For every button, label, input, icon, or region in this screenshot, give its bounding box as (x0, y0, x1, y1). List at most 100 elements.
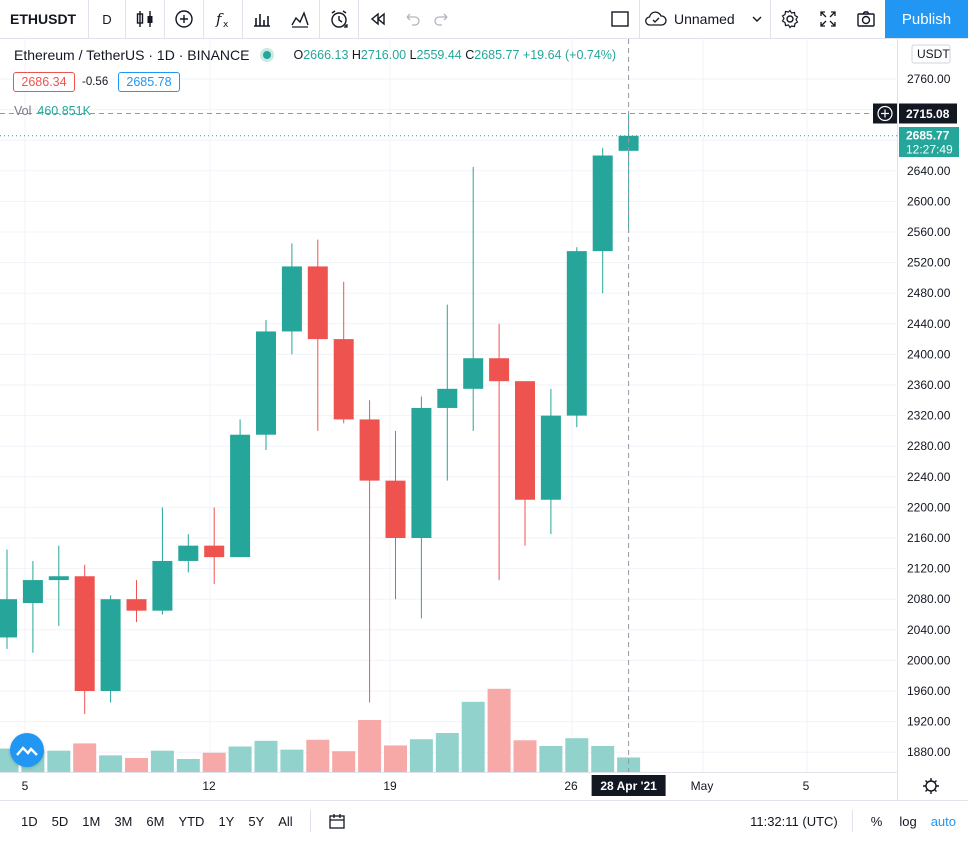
sell-price-box[interactable]: 2686.34 (13, 72, 75, 92)
price-tick-label: 2320.00 (907, 409, 951, 423)
candle-body (385, 480, 406, 538)
range-button-6m[interactable]: 6M (146, 813, 165, 829)
volume-bar (565, 738, 589, 772)
symbol-search-button[interactable]: ETHUSDT (10, 11, 77, 27)
svg-text:f: f (215, 10, 224, 28)
candles-icon[interactable] (126, 0, 164, 38)
financials-icon[interactable] (243, 0, 281, 38)
currency-label: USDT (917, 47, 950, 61)
range-button-5y[interactable]: 5Y (248, 813, 265, 829)
candle-body (22, 580, 43, 604)
alert-clock-icon[interactable] (320, 0, 358, 38)
log-scale-toggle[interactable]: log (899, 813, 917, 829)
market-status-dot (263, 51, 272, 59)
range-button-all[interactable]: All (278, 813, 293, 829)
candle-body (204, 545, 225, 558)
open-label: O (293, 48, 304, 62)
toolbar-divider (639, 0, 640, 38)
price-tick-label: 2000.00 (907, 653, 951, 667)
cloud-icon (645, 11, 667, 26)
tradingview-logo-icon[interactable] (10, 733, 44, 767)
time-tick-label: May (691, 779, 714, 793)
candle-body (463, 358, 484, 389)
price-tick-label: 2760.00 (907, 72, 951, 86)
volume-value: 460.851K (37, 104, 91, 118)
fullscreen-icon[interactable] (809, 0, 847, 38)
candle-body (618, 135, 639, 151)
price-chart[interactable]: 2760.002720.002680.002640.002600.002560.… (0, 0, 968, 800)
candle-body (515, 381, 535, 500)
toolbar-divider (319, 0, 320, 38)
range-button-3m[interactable]: 3M (114, 813, 133, 829)
close-label: C (465, 48, 475, 62)
volume-bar (99, 755, 123, 772)
time-tick-label: 12 (202, 779, 216, 793)
candle-body (48, 576, 69, 581)
time-tick-label: 5 (803, 779, 810, 793)
legend-title[interactable]: Ethereum / TetherUS · 1D · BINANCE (14, 47, 250, 63)
toolbar-divider (309, 810, 311, 832)
layout-select-icon[interactable] (601, 0, 639, 38)
volume-bar (228, 746, 252, 772)
chevron-down-icon (752, 16, 762, 22)
price-tick-label: 2160.00 (907, 531, 951, 545)
toolbar-divider (851, 810, 853, 832)
price-tick-label: 1920.00 (907, 715, 951, 729)
price-tick-label: 1880.00 (907, 745, 951, 759)
replay-icon[interactable] (359, 0, 397, 38)
price-tick-label: 2520.00 (907, 256, 951, 270)
range-button-ytd[interactable]: YTD (178, 813, 205, 829)
change-value: +19.64 (+0.74%) (522, 48, 617, 62)
chart-settings-gear-icon[interactable] (923, 778, 939, 794)
price-tick-label: 2240.00 (907, 470, 951, 484)
candle-body (333, 339, 354, 420)
range-button-1y[interactable]: 1Y (218, 813, 235, 829)
auto-scale-toggle[interactable]: auto (930, 813, 956, 829)
bottom-toolbar: 1D 5D 1M 3M 6M YTD 1Y 5Y All 11:32:11 (UTC) % lo… (0, 800, 968, 841)
go-to-date-icon[interactable] (321, 801, 353, 841)
percent-scale-toggle[interactable]: % (870, 813, 883, 829)
price-tick-label: 2600.00 (907, 194, 951, 208)
redo-icon[interactable] (427, 0, 457, 38)
clock-timezone[interactable]: 11:32:11 (UTC) (750, 813, 838, 829)
candle-body (0, 599, 17, 638)
low-value: 2559.44 (416, 48, 462, 62)
layout-name-button[interactable]: Unnamed (640, 0, 770, 38)
high-value: 2716.00 (360, 48, 407, 62)
add-compare-icon[interactable] (165, 0, 203, 38)
camera-icon[interactable] (847, 0, 885, 38)
toolbar-divider (88, 0, 89, 38)
candle-body (281, 266, 302, 332)
range-button-1d[interactable]: 1D (21, 813, 38, 829)
volume-bar (435, 733, 459, 772)
candle-body (592, 155, 613, 252)
toolbar-divider (164, 0, 165, 38)
toolbar-divider (242, 0, 243, 38)
candle-body (359, 419, 380, 481)
toolbar-divider (203, 0, 204, 38)
volume-bar (73, 743, 97, 772)
range-button-1m[interactable]: 1M (82, 813, 101, 829)
interval-button[interactable]: D (102, 11, 112, 27)
close-value: 2685.77 (474, 48, 520, 62)
layout-name-label: Unnamed (674, 11, 735, 27)
volume-bar (591, 746, 615, 772)
low-label: L (409, 48, 417, 62)
volume-bar (254, 740, 278, 772)
templates-icon[interactable] (281, 0, 319, 38)
volume-bar (539, 746, 563, 772)
gear-icon[interactable] (771, 0, 809, 38)
range-button-5d[interactable]: 5D (51, 813, 69, 829)
plus-icon (877, 105, 893, 122)
volume-bar (47, 750, 71, 772)
undo-icon[interactable] (397, 0, 427, 38)
candle-body (540, 415, 561, 500)
price-tick-label: 2280.00 (907, 439, 951, 453)
volume-bar (617, 757, 641, 772)
volume-bar (176, 759, 200, 772)
candle-body (152, 560, 173, 611)
buy-price-box[interactable]: 2685.78 (118, 72, 180, 92)
publish-button[interactable]: Publish (885, 0, 968, 38)
